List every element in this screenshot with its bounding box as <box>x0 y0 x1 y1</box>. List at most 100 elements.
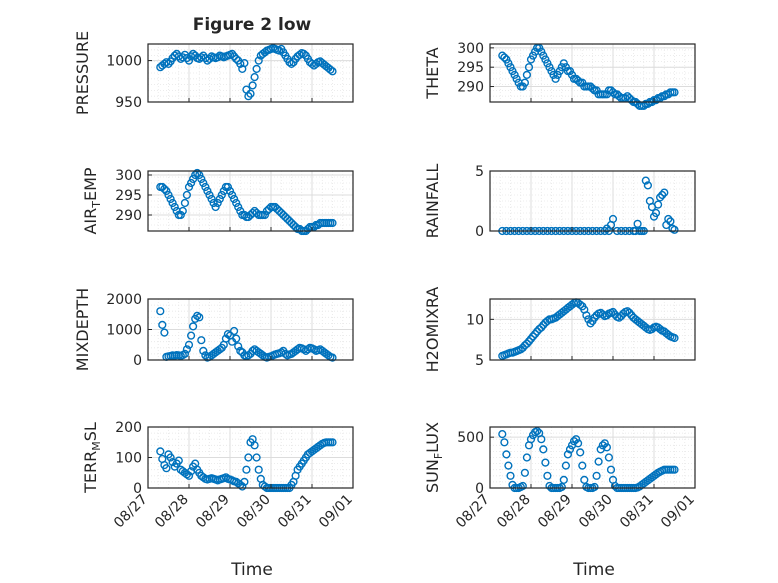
y-axis-label-sun_flux: SUNFLUX <box>423 422 445 493</box>
data-point <box>670 465 679 474</box>
data-point <box>240 58 249 68</box>
data-point <box>215 194 224 204</box>
data-point <box>660 188 669 197</box>
data-point <box>223 330 233 339</box>
data-point <box>184 471 194 480</box>
data-point <box>160 184 169 194</box>
data-point <box>653 200 663 209</box>
data-point <box>555 66 564 76</box>
data-point <box>539 51 548 60</box>
y-axis-label-h2omixra: H2OMIXRA <box>423 287 442 373</box>
data-point <box>182 190 192 200</box>
y-tick-label: 295 <box>457 60 484 76</box>
data-point <box>590 482 599 492</box>
y-tick-label: 0 <box>133 481 142 497</box>
data-point <box>158 320 167 330</box>
data-point <box>166 453 175 462</box>
data-point <box>526 435 536 444</box>
data-point <box>582 311 591 320</box>
axes-frame <box>147 43 354 103</box>
data-point <box>162 464 171 473</box>
y-tick-label: 0 <box>133 353 142 369</box>
data-point <box>166 194 175 204</box>
x-tick-label: 09/01 <box>658 492 698 532</box>
data-point <box>651 208 661 218</box>
data-point <box>260 210 270 220</box>
data-point <box>670 225 679 234</box>
data-point <box>156 447 165 456</box>
data-point <box>592 471 601 480</box>
data-point <box>234 202 243 212</box>
data-point <box>512 74 521 83</box>
subplot-mixdepth: 0 1000 2000 MIXDEPTH <box>73 288 354 371</box>
subplot-h2omixra: 5 10 H2OMIXRA <box>423 287 696 373</box>
data-point <box>576 300 585 309</box>
data-point <box>504 461 513 470</box>
data-point <box>199 178 208 188</box>
data-point <box>252 64 261 74</box>
data-point <box>643 99 653 109</box>
data-point <box>184 56 194 65</box>
x-tick-label: 08/29 <box>535 492 575 532</box>
data-point <box>328 218 337 228</box>
y-axis-label-air_temp: AIRTEMP <box>81 167 103 234</box>
data-point <box>608 88 618 97</box>
data-point <box>655 193 665 202</box>
data-point <box>221 473 231 482</box>
subplot-sun_flux: 0 500 SUNFLUX 08/27 08/28 08/29 08/30 08/31 09/0… <box>423 422 698 531</box>
data-point <box>285 58 294 67</box>
axes-frame <box>489 170 696 232</box>
data-point <box>590 313 599 322</box>
data-point <box>232 334 241 343</box>
data-point <box>543 471 552 480</box>
data-point <box>518 481 527 491</box>
data-point <box>502 450 511 459</box>
data-point <box>213 198 222 208</box>
y-tick-label: 950 <box>115 95 142 111</box>
data-point <box>524 337 534 346</box>
data-point <box>252 453 261 462</box>
data-point <box>520 468 530 477</box>
data-point <box>658 190 667 200</box>
data-point <box>223 182 233 192</box>
x-tick-label: 08/30 <box>234 492 274 532</box>
data-point <box>569 437 579 446</box>
data-point <box>156 307 165 316</box>
data-point <box>633 219 642 228</box>
data-point <box>504 59 513 68</box>
data-point <box>287 59 296 69</box>
data-point <box>541 458 550 467</box>
data-point <box>244 453 253 462</box>
data-point <box>228 190 237 200</box>
x-tick-label: 08/30 <box>576 492 616 532</box>
data-point <box>545 63 554 72</box>
data-point <box>561 461 571 470</box>
x-tick-label: 09/01 <box>316 492 356 532</box>
data-point <box>201 182 210 192</box>
y-tick-label: 300 <box>115 168 142 184</box>
data-point <box>520 78 530 87</box>
data-point <box>248 81 257 90</box>
data-point <box>608 214 618 224</box>
data-point <box>195 170 204 180</box>
data-point <box>215 345 224 354</box>
data-point <box>528 51 538 60</box>
y-tick-label: 290 <box>115 208 142 224</box>
data-point <box>197 53 206 62</box>
figure-title: Figure 2 low <box>193 15 312 35</box>
y-tick-label: 2000 <box>106 292 142 308</box>
data-point <box>230 194 239 204</box>
data-point <box>506 471 515 480</box>
y-axis-label-terr_msl: TERRMSL <box>81 422 103 494</box>
x-tick-label: 08/31 <box>617 492 657 532</box>
data-point <box>164 190 173 200</box>
data-point <box>578 461 587 470</box>
data-point <box>250 72 259 82</box>
data-point <box>664 214 673 224</box>
y-tick-label: 5 <box>475 353 484 369</box>
data-point <box>199 346 208 356</box>
y-tick-label: 295 <box>115 188 142 204</box>
data-point <box>187 331 196 340</box>
data-point <box>184 182 194 192</box>
series-markers <box>498 427 679 493</box>
